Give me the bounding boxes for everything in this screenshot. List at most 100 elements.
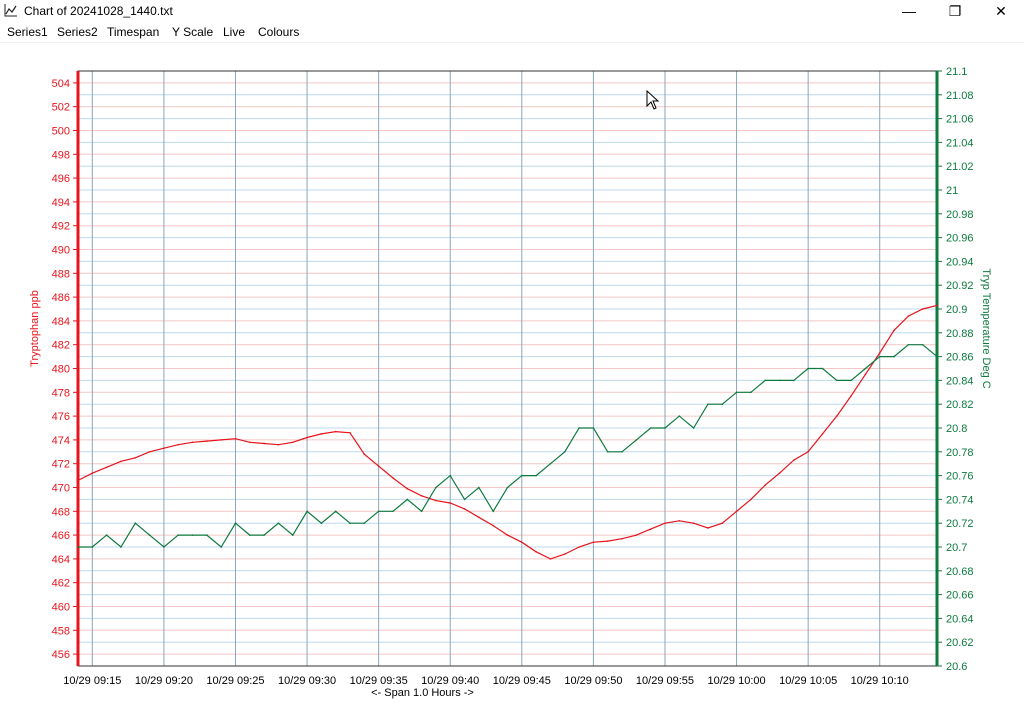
right-tick-label: 20.64 (946, 613, 974, 625)
left-tick-label: 502 (52, 102, 70, 114)
right-tick-label: 20.72 (946, 518, 974, 530)
tryptophan-point (807, 451, 809, 453)
x-tick-label: 10/29 09:15 (63, 675, 121, 687)
right-tick-label: 20.94 (946, 256, 974, 268)
left-tick-label: 476 (52, 411, 70, 423)
x-tick-label: 10/29 09:30 (278, 675, 336, 687)
x-tick-label: 10/29 09:20 (135, 675, 193, 687)
tryptophan-point (91, 472, 94, 475)
tryptophan-point (105, 466, 108, 469)
temperature-point (435, 486, 437, 489)
temperature-point (835, 379, 838, 382)
tryptophan-point (406, 487, 409, 490)
tryptophan-point (921, 308, 924, 310)
tryptophan-point (449, 502, 452, 504)
temperature-point (320, 522, 323, 524)
temperature-point (664, 427, 666, 429)
left-tick-label: 456 (52, 649, 70, 661)
x-tick-label: 10/29 09:25 (206, 675, 264, 687)
left-tick-label: 488 (52, 268, 70, 280)
tryptophan-point (349, 431, 351, 434)
right-tick-label: 20.78 (946, 447, 974, 459)
tryptophan-point (263, 442, 265, 445)
temperature-point (91, 546, 94, 548)
tryptophan-point (606, 540, 609, 542)
temperature-point (349, 522, 351, 524)
temperature-point (277, 522, 280, 524)
tryptophan-point (234, 437, 237, 440)
tryptophan-point (478, 516, 480, 519)
temperature-point (206, 534, 208, 536)
left-tick-label: 468 (52, 506, 70, 518)
temperature-point (907, 343, 910, 346)
temperature-point (563, 451, 566, 453)
right-tick-label: 21.04 (946, 137, 974, 149)
tryptophan-point (277, 443, 280, 446)
right-tick-label: 20.86 (946, 352, 974, 364)
tryptophan-point (291, 441, 294, 444)
right-tick-label: 20.62 (946, 637, 974, 649)
tryptophan-point (635, 534, 638, 536)
line-chart-icon (4, 4, 17, 17)
tryptophan-point (735, 510, 738, 513)
temperature-point (134, 522, 137, 524)
menu-live[interactable]: Live (223, 25, 246, 39)
temperature-point (606, 451, 609, 453)
tryptophan-point (220, 439, 222, 441)
x-tick-label: 10/29 09:45 (493, 675, 551, 687)
menu-colours[interactable]: Colours (258, 25, 300, 39)
temperature-point (463, 498, 466, 501)
menu-y-scale[interactable]: Y Scale (172, 25, 214, 39)
temperature-point (291, 534, 294, 536)
menu-series1[interactable]: Series1 (7, 25, 48, 39)
temperature-point (807, 367, 809, 370)
temperature-point (177, 534, 180, 536)
tryptophan-point (835, 415, 838, 417)
right-tick-label: 20.74 (946, 494, 974, 506)
tryptophan-point (592, 541, 595, 544)
tryptophan-point (707, 527, 709, 529)
left-tick-label: 466 (52, 530, 70, 542)
temperature-point (878, 355, 881, 358)
temperature-point (77, 546, 79, 548)
left-tick-label: 494 (52, 197, 70, 209)
temperature-point (549, 462, 552, 465)
right-tick-label: 20.84 (946, 375, 974, 387)
temperature-point (735, 391, 738, 394)
temperature-point (306, 510, 308, 513)
tryptophan-point (721, 522, 724, 524)
tryptophan-point (692, 522, 695, 524)
x-tick-label: 10/29 10:05 (779, 675, 837, 687)
tryptophan-point (864, 373, 867, 376)
window-title: Chart of 20241028_1440.txt (24, 4, 173, 18)
left-tick-label: 458 (52, 625, 70, 637)
close-button[interactable]: ✕ (995, 3, 1007, 19)
tryptophan-point (249, 441, 251, 444)
tryptophan-point (563, 553, 566, 555)
chart-area[interactable]: 456 458 460 462 464 466 468 470 472 474 476 478 480 4… (0, 43, 1024, 710)
right-tick-label: 21.1 (946, 66, 967, 78)
right-axis-title: Tryp Temperature Deg C (980, 268, 992, 388)
left-tick-label: 482 (52, 340, 70, 352)
minimize-button[interactable]: — (902, 3, 916, 19)
menu-timespan[interactable]: Timespan (107, 25, 160, 39)
tryptophan-point (750, 498, 752, 501)
temperature-point (864, 367, 867, 370)
tryptophan-point (435, 499, 437, 502)
temperature-point (163, 546, 165, 548)
temperature-point (635, 439, 638, 441)
maximize-button[interactable]: ❐ (948, 3, 962, 19)
temperature-point (449, 474, 452, 477)
tryptophan-point (120, 460, 122, 463)
left-tick-label: 492 (52, 221, 70, 233)
temperature-point (478, 486, 480, 489)
tryptophan-point (907, 315, 910, 317)
right-tick-label: 21.06 (946, 114, 974, 126)
right-tick-label: 20.96 (946, 233, 974, 245)
temperature-point (105, 534, 108, 536)
menu-series2[interactable]: Series2 (57, 25, 98, 39)
left-tick-label: 460 (52, 602, 70, 614)
temperature-point (893, 355, 895, 358)
right-tick-label: 20.92 (946, 280, 974, 292)
temperature-point (191, 534, 194, 536)
